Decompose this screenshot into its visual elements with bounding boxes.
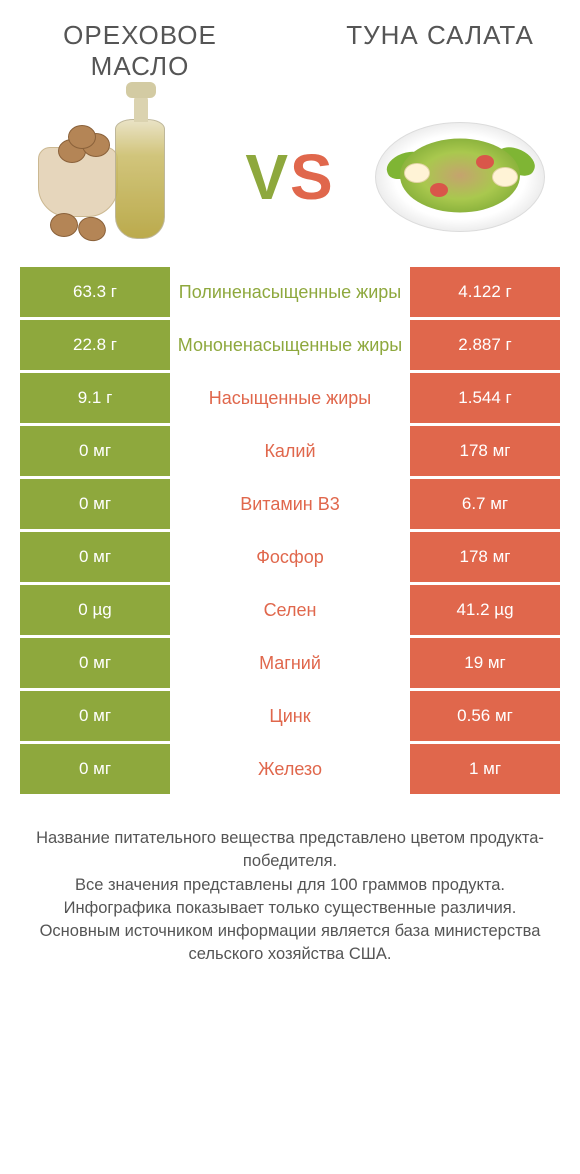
value-left: 0 µg bbox=[20, 585, 170, 635]
footer-line: Инфографика показывает только существенн… bbox=[24, 897, 556, 920]
images-row: VS bbox=[0, 92, 580, 267]
nutrient-label: Фосфор bbox=[170, 532, 410, 582]
nutrient-label: Витамин B3 bbox=[170, 479, 410, 529]
value-left: 63.3 г bbox=[20, 267, 170, 317]
value-right: 178 мг bbox=[410, 532, 560, 582]
table-row: 0 мгЖелезо1 мг bbox=[20, 744, 560, 797]
walnut-oil-illustration bbox=[20, 107, 220, 247]
table-row: 0 мгФосфор178 мг bbox=[20, 532, 560, 585]
tuna-salad-illustration bbox=[360, 107, 560, 247]
plate-icon bbox=[375, 122, 545, 232]
walnut-icon bbox=[75, 214, 108, 244]
title-right: ТУНА САЛАТА bbox=[330, 20, 550, 82]
oil-bottle-icon bbox=[115, 119, 165, 239]
value-left: 22.8 г bbox=[20, 320, 170, 370]
table-row: 9.1 гНасыщенные жиры1.544 г bbox=[20, 373, 560, 426]
value-left: 0 мг bbox=[20, 744, 170, 794]
nutrient-label: Железо bbox=[170, 744, 410, 794]
value-right: 41.2 µg bbox=[410, 585, 560, 635]
table-row: 0 мгЦинк0.56 мг bbox=[20, 691, 560, 744]
food-image-left bbox=[20, 107, 220, 247]
table-row: 63.3 гПолиненасыщенные жиры4.122 г bbox=[20, 267, 560, 320]
footer-line: Название питательного вещества представл… bbox=[24, 827, 556, 873]
table-row: 0 мгВитамин B36.7 мг bbox=[20, 479, 560, 532]
value-right: 4.122 г bbox=[410, 267, 560, 317]
table-row: 0 мгКалий178 мг bbox=[20, 426, 560, 479]
nutrient-label: Калий bbox=[170, 426, 410, 476]
vs-label: VS bbox=[245, 140, 334, 214]
value-left: 0 мг bbox=[20, 532, 170, 582]
footer-notes: Название питательного вещества представл… bbox=[0, 797, 580, 966]
nutrient-label: Мононенасыщенные жиры bbox=[170, 320, 410, 370]
table-row: 22.8 гМононенасыщенные жиры2.887 г bbox=[20, 320, 560, 373]
value-right: 0.56 мг bbox=[410, 691, 560, 741]
footer-line: Все значения представлены для 100 граммо… bbox=[24, 874, 556, 897]
nutrient-label: Насыщенные жиры bbox=[170, 373, 410, 423]
value-left: 0 мг bbox=[20, 691, 170, 741]
nutrient-label: Цинк bbox=[170, 691, 410, 741]
food-image-right bbox=[360, 107, 560, 247]
value-right: 19 мг bbox=[410, 638, 560, 688]
nutrient-label: Магний bbox=[170, 638, 410, 688]
value-left: 0 мг bbox=[20, 426, 170, 476]
comparison-table: 63.3 гПолиненасыщенные жиры4.122 г22.8 г… bbox=[0, 267, 580, 797]
nutrient-label: Селен bbox=[170, 585, 410, 635]
value-right: 6.7 мг bbox=[410, 479, 560, 529]
vs-letter-v: V bbox=[245, 141, 290, 213]
value-right: 2.887 г bbox=[410, 320, 560, 370]
header: ОРЕХОВОЕ МАСЛО ТУНА САЛАТА bbox=[0, 0, 580, 92]
table-row: 0 мгМагний19 мг bbox=[20, 638, 560, 691]
value-right: 178 мг bbox=[410, 426, 560, 476]
value-right: 1 мг bbox=[410, 744, 560, 794]
value-left: 9.1 г bbox=[20, 373, 170, 423]
vs-letter-s: S bbox=[290, 141, 335, 213]
nutrient-label: Полиненасыщенные жиры bbox=[170, 267, 410, 317]
footer-line: Основным источником информации является … bbox=[24, 920, 556, 966]
value-left: 0 мг bbox=[20, 638, 170, 688]
table-row: 0 µgСелен41.2 µg bbox=[20, 585, 560, 638]
walnut-icon bbox=[50, 213, 78, 237]
value-right: 1.544 г bbox=[410, 373, 560, 423]
title-left: ОРЕХОВОЕ МАСЛО bbox=[30, 20, 250, 82]
value-left: 0 мг bbox=[20, 479, 170, 529]
